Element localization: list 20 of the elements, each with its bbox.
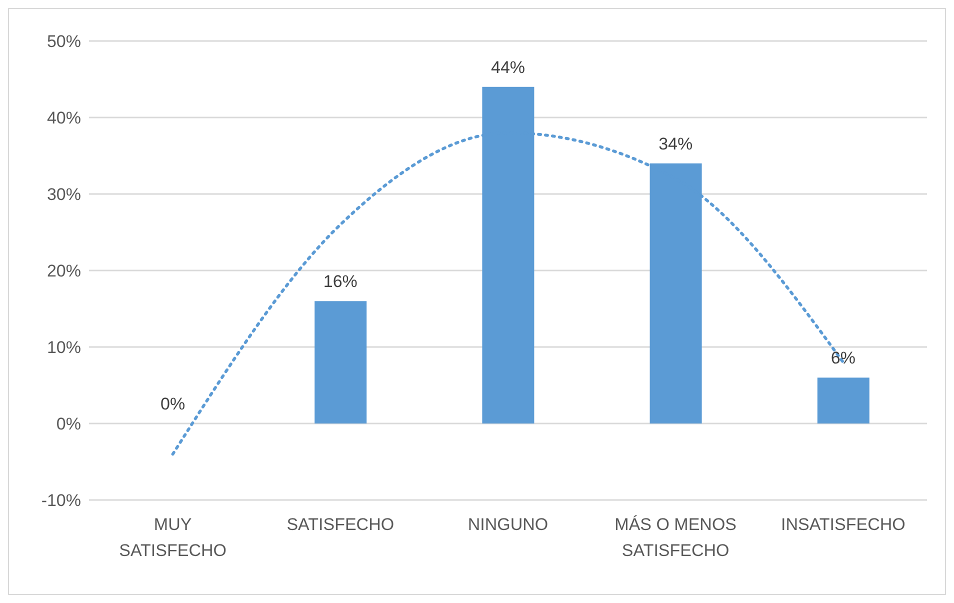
data-label: 44% xyxy=(490,58,526,77)
data-label: 34% xyxy=(658,134,693,154)
y-tick-label: 30% xyxy=(46,185,81,204)
data-label: 6% xyxy=(830,348,856,368)
data-label: 16% xyxy=(323,272,358,292)
y-tick-label: -10% xyxy=(41,491,81,510)
y-tick-label: 40% xyxy=(46,108,81,128)
x-tick-label: INSATISFECHO xyxy=(781,515,906,534)
x-tick-label: MUY SATISFECHO xyxy=(119,515,226,560)
x-tick-label: SATISFECHO xyxy=(286,515,394,534)
x-tick-label: MÁS O MENOS SATISFECHO xyxy=(614,515,737,560)
y-tick-label: 20% xyxy=(46,262,81,281)
y-tick-label: 50% xyxy=(46,32,81,52)
x-tick-label: NINGUNO xyxy=(468,515,548,534)
bar xyxy=(314,301,367,424)
data-label: 0% xyxy=(160,394,186,414)
bar xyxy=(650,163,702,424)
bar xyxy=(817,378,870,424)
y-tick-label: 0% xyxy=(56,414,81,434)
y-tick-label: 10% xyxy=(46,338,81,358)
